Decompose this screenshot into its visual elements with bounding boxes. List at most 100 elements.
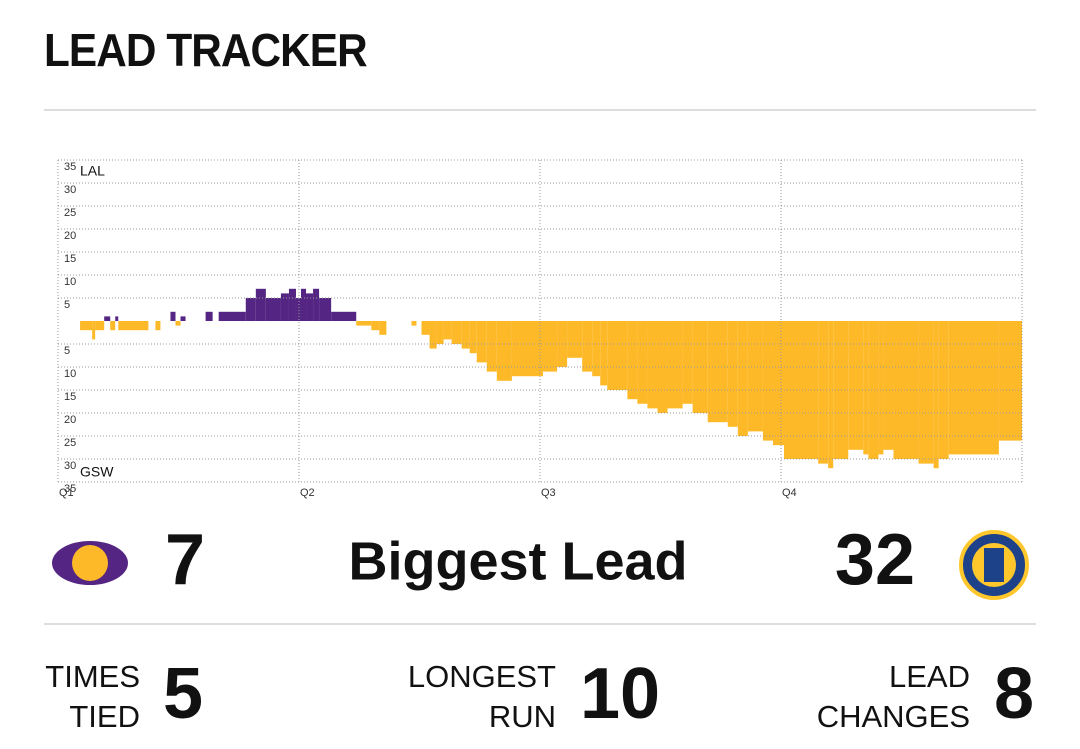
lead-bar [486,321,497,372]
y-tick-label: 20 [64,414,76,426]
gsw-biggest-lead: 32 [835,520,915,600]
lead-bar [469,321,477,354]
lead-bar [667,321,683,409]
lead-bar [737,321,748,436]
lead-bar [95,321,105,331]
y-tick-label: 5 [64,299,70,311]
lead-bar [429,321,437,349]
lead-bar [280,293,289,321]
lead-bar [476,321,487,363]
lead-bar [356,321,372,326]
lead-bar [180,316,186,321]
lead-bar [118,321,149,331]
annotation: GSW [80,464,114,480]
lead-bar [255,288,266,321]
y-tick-label: 15 [64,253,76,265]
lead-bar [451,321,462,344]
lead-bar [155,321,161,331]
lead-bar [647,321,658,409]
lead-bar [288,288,296,321]
stat-value: 5 [163,654,203,734]
stat-label: TIED [69,699,140,734]
lead-bar [313,288,320,321]
stat-label: TIMES [45,659,140,694]
stat-value: 10 [580,654,660,734]
lead-bar [868,321,879,459]
lead-bar [784,321,819,459]
x-tick-label: Q3 [541,487,556,499]
y-tick-label: 20 [64,230,76,242]
lead-bar [110,321,116,331]
lead-bar [848,321,864,450]
lead-bar [379,321,387,335]
x-tick-label: Q4 [782,487,797,499]
lead-bar [727,321,738,427]
lead-bar [592,321,601,377]
title: LEAD TRACKER [44,26,367,77]
lead-bar [818,321,829,464]
lead-bar [883,321,894,450]
lead-bar [762,321,773,441]
lead-bar [205,311,213,321]
annotation: LAL [80,163,105,179]
lead-bar [411,321,417,326]
y-tick-label: 10 [64,276,76,288]
lead-bar [863,321,869,455]
y-tick-label: 5 [64,345,70,357]
lead-bar [175,321,181,326]
lead-bar [331,311,357,321]
lead-bar [80,321,93,331]
stat-label: LEAD [889,659,970,694]
y-tick-label: 30 [64,460,76,472]
lead-bar [306,293,314,321]
y-tick-label: 30 [64,184,76,196]
lead-bar [828,321,834,469]
lead-bar [998,321,1022,441]
gsw-logo [959,530,1029,600]
lead-bar [637,321,648,404]
lead-bar [371,321,380,331]
x-tick-label: Q1 [59,487,74,499]
stat-label: LONGEST [408,659,556,694]
lead-bar [218,311,246,321]
lead-bar [627,321,638,400]
lead-bar [657,321,668,413]
lead-bar [92,321,96,340]
lead-bar [682,321,693,404]
y-tick-label: 15 [64,391,76,403]
y-tick-label: 25 [64,207,76,219]
lal-biggest-lead: 7 [165,520,205,600]
lead-bar [582,321,593,372]
lead-bar [772,321,785,446]
y-tick-label: 35 [64,161,76,173]
lead-bar [893,321,919,459]
lead-bar [567,321,583,358]
lead-bar [115,316,119,321]
lead-bar [496,321,512,381]
lead-bar [104,316,111,321]
lead-bar [421,321,430,335]
biggest-lead-label: Biggest Lead [348,531,687,591]
lead-bar [543,321,558,372]
lead-bar [747,321,763,432]
lead-bar [878,321,884,455]
lead-bar [461,321,470,349]
y-tick-label: 10 [64,368,76,380]
lead-bar [600,321,608,386]
lead-bar [948,321,999,455]
stat-label: CHANGES [817,699,970,734]
y-tick-label: 35 [64,483,76,495]
x-tick-label: Q2 [300,487,315,499]
lead-bar [301,288,307,321]
lead-bar [295,298,302,321]
lead-bar [170,311,176,321]
stat-value: 8 [994,654,1034,734]
lead-bar [443,321,452,340]
lead-bar [833,321,849,459]
lead-bar [436,321,444,344]
lal-logo [52,541,128,585]
stat-label: RUN [489,699,556,734]
lead-bar [707,321,728,423]
lead-bar [319,298,332,321]
